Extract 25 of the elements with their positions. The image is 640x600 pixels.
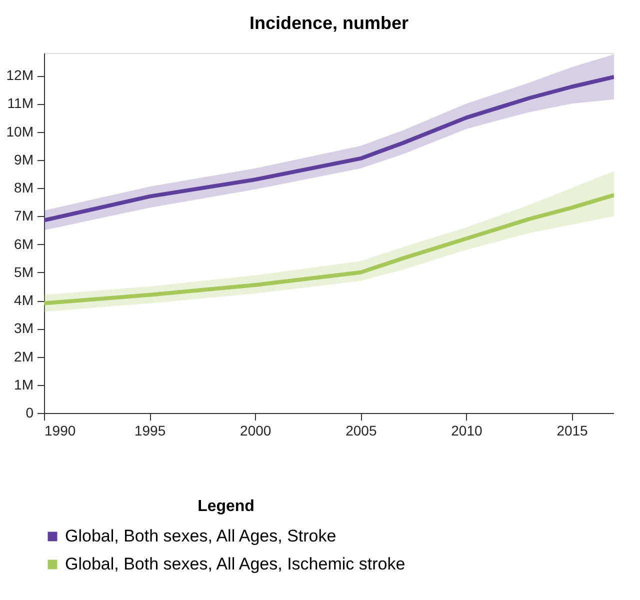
y-tick-label: 7M (14, 208, 34, 224)
y-tick-label: 11M (7, 95, 34, 112)
x-tick-label: 2000 (240, 422, 272, 438)
y-tick-label: 3M (14, 320, 34, 336)
legend-title: Legend (198, 498, 254, 515)
y-tick-label: 6M (14, 236, 34, 252)
x-tick-label: 2015 (556, 422, 588, 438)
x-tick-label: 2005 (346, 422, 377, 438)
y-tick-label: 5M (14, 264, 34, 280)
legend-label: Global, Both sexes, All Ages, Stroke (65, 526, 336, 546)
chart-title: Incidence, number (249, 13, 409, 33)
y-tick-label: 8M (14, 180, 34, 196)
y-tick-label: 2M (14, 348, 34, 364)
y-tick-label: 0 (26, 404, 34, 420)
y-tick-label: 1M (14, 376, 34, 392)
x-tick-label: 1990 (44, 422, 76, 438)
y-tick-label: 4M (14, 292, 34, 308)
legend-label: Global, Both sexes, All Ages, Ischemic stroke (65, 554, 406, 574)
y-tick-label: 10M (6, 123, 34, 140)
x-tick-label: 1995 (134, 422, 166, 438)
line-series (44, 74, 614, 222)
y-tick-label: 9M (14, 151, 34, 168)
y-tick-label: 12M (6, 67, 34, 83)
line-series (44, 193, 614, 306)
x-tick-label: 2010 (451, 422, 483, 438)
